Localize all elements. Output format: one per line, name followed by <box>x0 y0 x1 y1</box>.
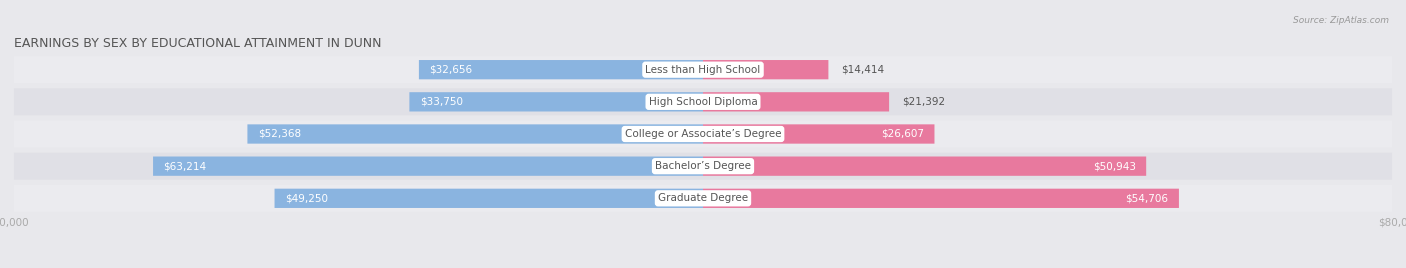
FancyBboxPatch shape <box>14 121 1392 147</box>
Text: Less than High School: Less than High School <box>645 65 761 75</box>
Text: $63,214: $63,214 <box>163 161 207 171</box>
Text: $52,368: $52,368 <box>257 129 301 139</box>
Text: College or Associate’s Degree: College or Associate’s Degree <box>624 129 782 139</box>
FancyBboxPatch shape <box>703 189 1178 208</box>
FancyBboxPatch shape <box>14 153 1392 180</box>
FancyBboxPatch shape <box>419 60 703 79</box>
Text: $26,607: $26,607 <box>882 129 924 139</box>
FancyBboxPatch shape <box>703 92 889 111</box>
FancyBboxPatch shape <box>14 56 1392 83</box>
Text: Source: ZipAtlas.com: Source: ZipAtlas.com <box>1294 16 1389 25</box>
Text: $21,392: $21,392 <box>903 97 945 107</box>
Text: $32,656: $32,656 <box>429 65 472 75</box>
FancyBboxPatch shape <box>703 124 935 144</box>
Text: $50,943: $50,943 <box>1092 161 1136 171</box>
FancyBboxPatch shape <box>703 157 1146 176</box>
FancyBboxPatch shape <box>703 60 828 79</box>
Text: $49,250: $49,250 <box>285 193 328 203</box>
Text: High School Diploma: High School Diploma <box>648 97 758 107</box>
Text: $54,706: $54,706 <box>1125 193 1168 203</box>
Text: Bachelor’s Degree: Bachelor’s Degree <box>655 161 751 171</box>
FancyBboxPatch shape <box>274 189 703 208</box>
FancyBboxPatch shape <box>14 88 1392 115</box>
FancyBboxPatch shape <box>409 92 703 111</box>
FancyBboxPatch shape <box>247 124 703 144</box>
Text: Graduate Degree: Graduate Degree <box>658 193 748 203</box>
FancyBboxPatch shape <box>153 157 703 176</box>
Text: EARNINGS BY SEX BY EDUCATIONAL ATTAINMENT IN DUNN: EARNINGS BY SEX BY EDUCATIONAL ATTAINMEN… <box>14 37 381 50</box>
FancyBboxPatch shape <box>14 185 1392 212</box>
Text: $14,414: $14,414 <box>841 65 884 75</box>
Text: $33,750: $33,750 <box>420 97 463 107</box>
